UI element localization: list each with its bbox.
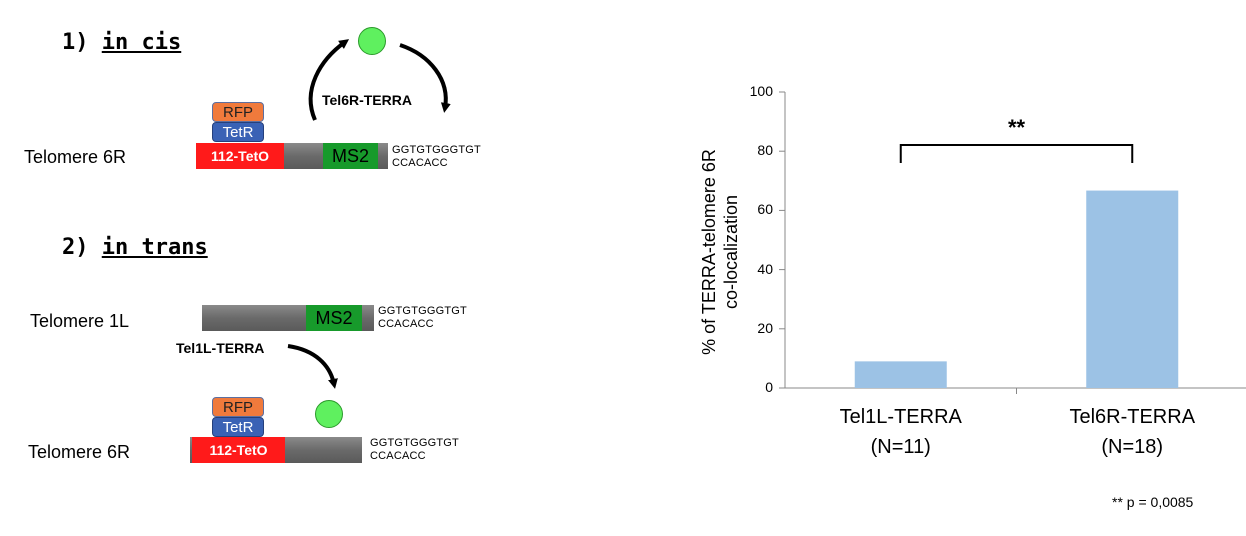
x-category-name: Tel1L-TERRA [839, 406, 962, 428]
cis-terra-arrow [308, 39, 451, 121]
y-tick-label: 100 [749, 83, 773, 99]
x-category-n: (N=18) [1101, 436, 1164, 458]
bar-tel6r-terra [1086, 190, 1179, 388]
teto-box-cis: 112-TetO [196, 143, 284, 169]
x-category-label: Tel6R-TERRA (N=18) [1032, 402, 1232, 462]
trans-number: 2) [62, 235, 89, 260]
teto-box-trans: 112-TetO [192, 437, 285, 463]
y-tick-label: 20 [757, 319, 773, 336]
seq-trans-1l: GGTGTGGGTGT CCACACC [378, 305, 467, 331]
telomere-6r-trans-label: Telomere 6R [28, 442, 131, 462]
seq-trans-6r-bottom: CCACACC [370, 450, 426, 462]
y-tick-label: 0 [765, 379, 773, 395]
trans-terra-label: Tel1L-TERRA [176, 340, 265, 356]
trans-label: in trans [101, 235, 208, 260]
y-tick-label: 80 [757, 142, 773, 159]
seq-trans-6r: GGTGTGGGTGT CCACACC [370, 437, 459, 463]
cis-label: in cis [101, 30, 182, 55]
seq-trans-1l-bottom: CCACACC [378, 318, 434, 330]
y-tick-label: 60 [757, 201, 773, 218]
x-category-name: Tel6R-TERRA [1069, 406, 1196, 428]
significance-bracket [899, 144, 1134, 163]
seq-trans-6r-top: GGTGTGGGTGT [370, 437, 459, 449]
cis-terra-label: Tel6R-TERRA [322, 92, 412, 108]
cis-number: 1) [62, 30, 89, 55]
terra-dot-cis [358, 27, 386, 55]
rfp-box-cis: RFP [212, 102, 264, 122]
rfp-box-trans: RFP [212, 397, 264, 417]
trans-terra-arrow [287, 344, 338, 389]
tetr-box-trans: TetR [212, 417, 264, 437]
y-tick-label: 40 [757, 260, 773, 277]
trans-heading: 2) in trans [62, 235, 208, 260]
bar-tel1l-terra [854, 361, 947, 388]
telomere-6r-cis-label: Telomere 6R [24, 147, 127, 167]
seq-cis-top: GGTGTGGGTGT [392, 144, 481, 156]
x-category-label: Tel1L-TERRA (N=11) [801, 402, 1001, 462]
terra-dot-trans [315, 400, 343, 428]
ms2-box-cis: MS2 [323, 143, 378, 169]
telomere-1l-label: Telomere 1L [30, 311, 130, 331]
x-category-n: (N=11) [870, 436, 931, 458]
p-value-footnote: ** p = 0,0085 [1112, 494, 1194, 510]
seq-trans-1l-top: GGTGTGGGTGT [378, 305, 467, 317]
cis-heading: 1) in cis [62, 30, 181, 55]
significance-stars: ** [1008, 115, 1026, 140]
seq-cis: GGTGTGGGTGT CCACACC [392, 144, 481, 170]
ms2-box-trans: MS2 [306, 305, 362, 331]
tetr-box-cis: TetR [212, 122, 264, 142]
seq-cis-bottom: CCACACC [392, 157, 448, 169]
